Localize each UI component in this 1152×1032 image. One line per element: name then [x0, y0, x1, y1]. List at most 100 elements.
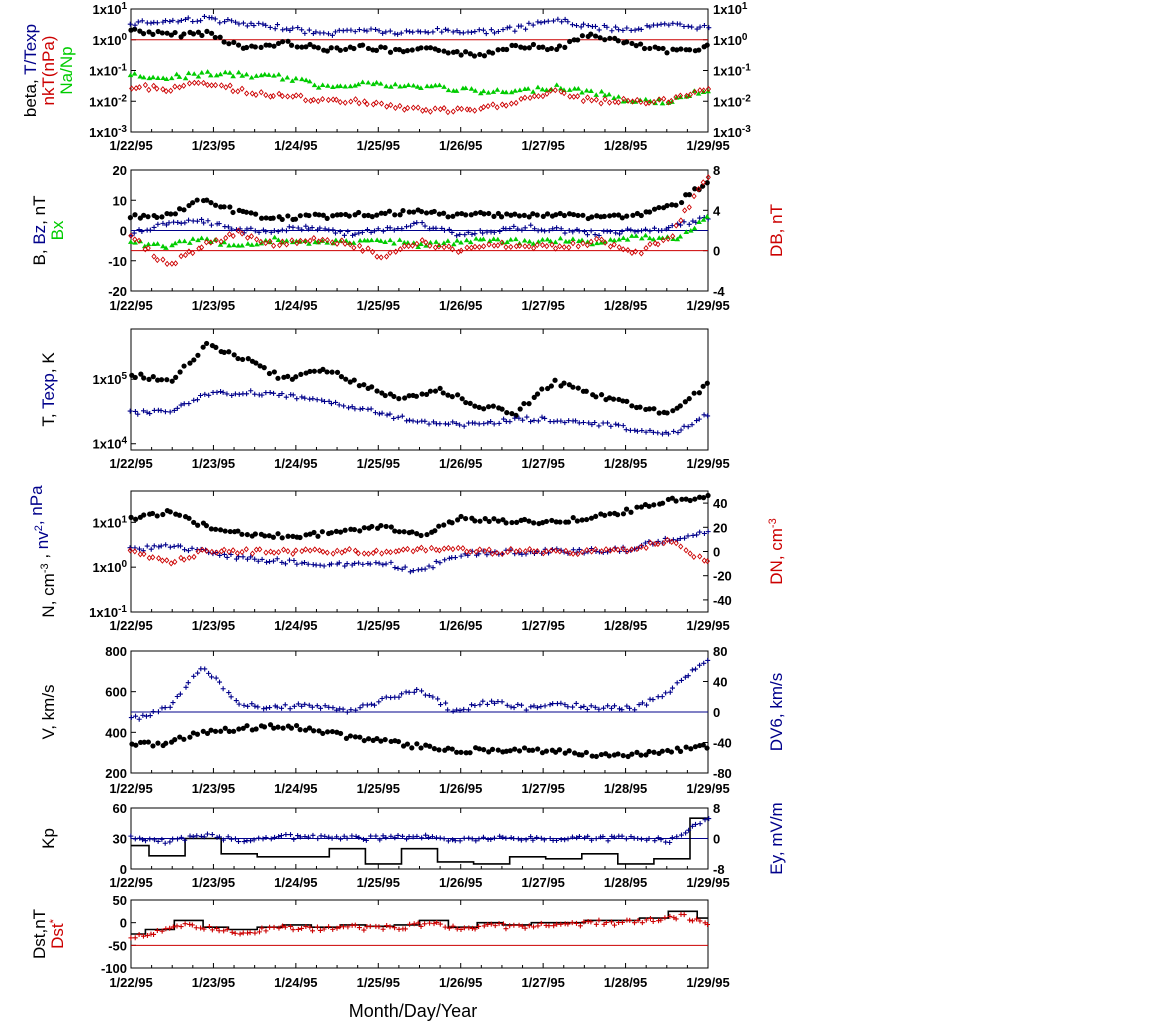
- data-point: [584, 232, 590, 238]
- data-point: [535, 923, 541, 929]
- data-point: [147, 836, 153, 842]
- data-point: [294, 561, 300, 567]
- x-tick-label: 1/23/95: [192, 298, 235, 313]
- data-point: [198, 69, 205, 75]
- data-point: [592, 33, 599, 39]
- data-point: [636, 702, 642, 708]
- data-point: [259, 925, 265, 931]
- data-point: [526, 401, 532, 407]
- data-point: [436, 243, 442, 250]
- data-point: [418, 923, 424, 929]
- y-axis-label-left-7-seg-1-0: Dst: [48, 923, 67, 949]
- data-point: [159, 214, 165, 220]
- data-point: [290, 550, 296, 557]
- data-point: [660, 45, 666, 52]
- data-point: [500, 517, 506, 523]
- data-point: [195, 352, 201, 358]
- data-point: [350, 232, 356, 238]
- data-point: [270, 534, 276, 540]
- data-point: [235, 355, 241, 362]
- data-point: [596, 233, 602, 239]
- data-point: [226, 349, 232, 355]
- data-point: [696, 185, 702, 193]
- data-point: [357, 734, 363, 740]
- data-point: [248, 388, 254, 394]
- data-point: [388, 84, 394, 89]
- data-point: [283, 394, 289, 400]
- data-point: [565, 519, 572, 525]
- data-point: [373, 26, 379, 32]
- data-point: [319, 95, 326, 103]
- data-point: [490, 101, 496, 108]
- data-point: [290, 927, 296, 933]
- y-tick-label-right: 1x100: [713, 32, 748, 48]
- data-point: [288, 42, 295, 48]
- data-point: [690, 918, 696, 924]
- data-point: [334, 240, 340, 247]
- data-point: [303, 97, 309, 104]
- data-point: [260, 836, 266, 842]
- data-point: [160, 220, 166, 226]
- data-point: [588, 703, 594, 709]
- data-point: [492, 923, 498, 929]
- data-point: [348, 98, 354, 105]
- data-point: [144, 543, 150, 549]
- y-tick-label-right: 4: [713, 203, 721, 218]
- data-point: [574, 93, 581, 100]
- data-point: [317, 927, 323, 933]
- data-point: [606, 91, 612, 97]
- data-point: [516, 415, 522, 421]
- data-point: [441, 227, 447, 233]
- data-point: [291, 703, 297, 709]
- data-point: [419, 688, 425, 694]
- x-tick-label: 1/29/95: [686, 298, 729, 313]
- data-point: [283, 237, 290, 243]
- data-point: [248, 838, 254, 844]
- y-axis-label-left-2-seg-0-2: , nT: [30, 196, 49, 225]
- data-point: [263, 549, 269, 556]
- data-point: [214, 389, 220, 395]
- data-point: [565, 704, 571, 710]
- x-tick-label: 1/28/95: [604, 618, 647, 633]
- data-point: [606, 753, 612, 759]
- data-point: [383, 83, 390, 89]
- data-point: [445, 707, 451, 713]
- data-point: [436, 82, 443, 88]
- data-point: [670, 408, 676, 414]
- data-point: [434, 919, 440, 925]
- data-point: [655, 540, 661, 548]
- data-point: [263, 705, 269, 711]
- data-point: [357, 237, 363, 243]
- data-point: [530, 837, 536, 843]
- data-point: [370, 549, 376, 557]
- data-point: [588, 238, 594, 245]
- data-point: [369, 214, 375, 220]
- data-point: [373, 560, 379, 566]
- data-point: [612, 703, 618, 709]
- data-point: [321, 30, 327, 36]
- data-point: [249, 550, 256, 557]
- data-point: [337, 229, 343, 235]
- x-tick-label: 1/22/95: [109, 975, 152, 990]
- data-point: [407, 417, 413, 423]
- data-point: [207, 72, 214, 78]
- y-tick-label-right: -20: [713, 569, 732, 584]
- data-point: [397, 246, 403, 253]
- data-point: [170, 924, 176, 930]
- data-point: [292, 216, 299, 222]
- data-point: [177, 369, 183, 375]
- data-point: [213, 237, 219, 244]
- data-point: [168, 75, 175, 81]
- data-point: [146, 86, 152, 93]
- data-point: [182, 75, 189, 81]
- x-tick-label: 1/25/95: [357, 781, 400, 796]
- data-point: [267, 24, 273, 30]
- data-point: [351, 244, 357, 251]
- data-point: [181, 556, 187, 563]
- data-point: [241, 839, 247, 845]
- data-point: [532, 226, 538, 232]
- data-point: [656, 918, 662, 924]
- data-point: [322, 226, 328, 232]
- data-point: [198, 392, 204, 398]
- data-point: [299, 227, 305, 233]
